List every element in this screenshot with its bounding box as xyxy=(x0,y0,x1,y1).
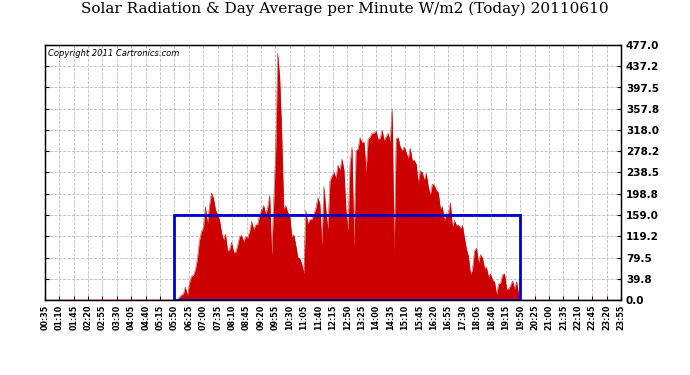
Bar xyxy=(175,215,520,300)
Text: Solar Radiation & Day Average per Minute W/m2 (Today) 20110610: Solar Radiation & Day Average per Minute… xyxy=(81,2,609,16)
Text: Copyright 2011 Cartronics.com: Copyright 2011 Cartronics.com xyxy=(48,49,179,58)
